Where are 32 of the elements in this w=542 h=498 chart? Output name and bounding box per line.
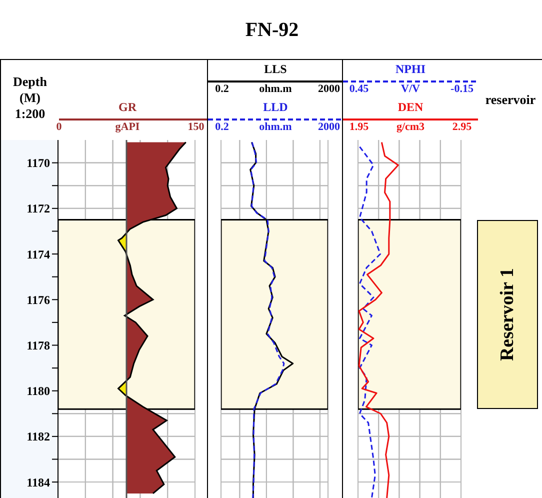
text: reservoir bbox=[484, 92, 537, 108]
text: DEN bbox=[396, 100, 424, 115]
x-axis-title: ohm.m bbox=[259, 121, 292, 133]
y-tick-label: 1174 bbox=[26, 247, 50, 262]
x-tick-label: 2.95 bbox=[452, 121, 472, 133]
x-tick-label: 2000 bbox=[318, 121, 340, 133]
x-tick-label: 0 bbox=[56, 121, 62, 133]
x2-tick-label: -0.15 bbox=[450, 83, 474, 95]
y-tick-label: 1170 bbox=[26, 156, 50, 170]
y-axis-title: Depth (M) 1:200 bbox=[12, 74, 48, 122]
y-tick-label: 1172 bbox=[26, 202, 50, 216]
x-tick-label: 0.2 bbox=[215, 121, 229, 133]
x2-axis-title: V/V bbox=[401, 83, 420, 95]
text: GR bbox=[118, 100, 138, 115]
x2-tick-label: 0.45 bbox=[349, 83, 369, 95]
text: NPHI bbox=[394, 62, 426, 77]
band-label: Reservoir 1 bbox=[496, 268, 518, 361]
y-tick-label: 1178 bbox=[26, 338, 50, 352]
x2-tick-label: 2000 bbox=[318, 83, 340, 95]
x2-axis-title: ohm.m bbox=[259, 83, 292, 95]
x2-tick-label: 0.2 bbox=[215, 83, 229, 95]
x-axis-title: g/cm3 bbox=[396, 121, 425, 133]
y-tick-label: 1180 bbox=[26, 384, 50, 398]
text: LLS bbox=[263, 62, 288, 77]
x-tick-label: 1.95 bbox=[349, 121, 369, 133]
y-tick-label: 1176 bbox=[26, 292, 50, 307]
chart-title: FN-92 bbox=[245, 18, 299, 42]
x-tick-label: 150 bbox=[188, 121, 204, 133]
x-axis-title: gAPI bbox=[115, 121, 140, 133]
y-tick-label: 1184 bbox=[26, 475, 50, 490]
y-tick-label: 1182 bbox=[26, 430, 50, 444]
text: LLD bbox=[262, 100, 289, 115]
